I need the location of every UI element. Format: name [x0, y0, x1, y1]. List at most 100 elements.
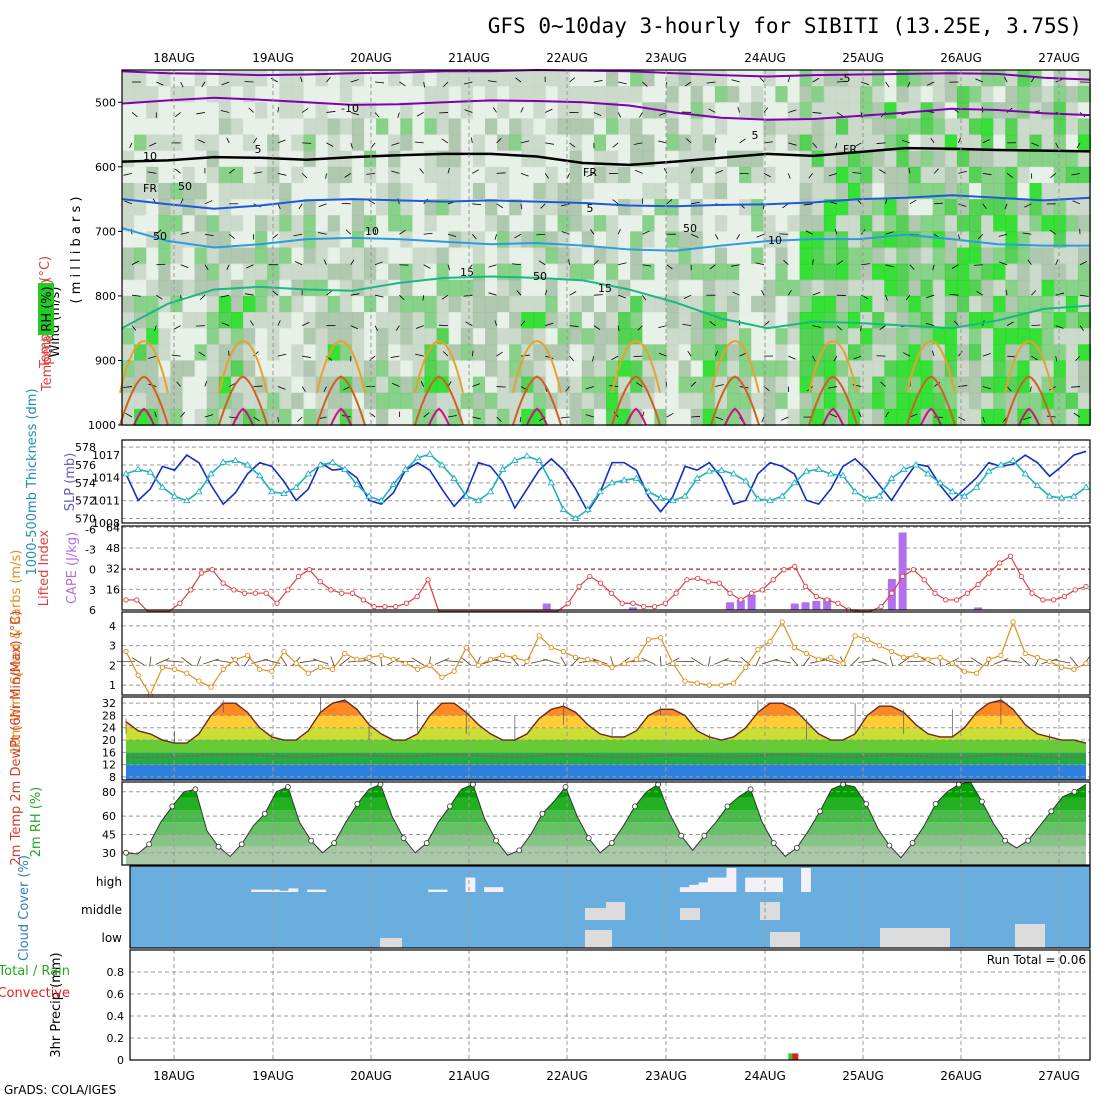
rh-cell [521, 70, 535, 88]
precip-total-bar [788, 1053, 795, 1060]
rh-cell [884, 263, 898, 281]
precip-tick: 0.6 [107, 988, 125, 1001]
rh-cell [775, 182, 789, 201]
rh-cell [1029, 312, 1043, 330]
rh-cell [388, 199, 402, 217]
rh-cell [1005, 231, 1019, 249]
rh-cell [521, 312, 535, 330]
rh-cell [122, 134, 136, 152]
rh-cell [763, 215, 777, 233]
rh-cell [751, 118, 765, 136]
wind-point [475, 662, 482, 669]
wind-barb [123, 386, 133, 388]
rh-cell [969, 392, 983, 410]
rh-cell [969, 86, 983, 104]
bottom-date-label: 23AUG [645, 1069, 687, 1083]
rh-cell [351, 263, 365, 281]
li-point [597, 580, 604, 586]
wind-barb [180, 264, 189, 268]
cloud-high-bar [465, 877, 476, 892]
rh-cell [521, 328, 535, 346]
rh-cell [206, 360, 220, 378]
rh-cell [1017, 295, 1031, 314]
rh-cell [944, 344, 958, 362]
wind-barb [1079, 294, 1089, 297]
rh-cell [497, 376, 511, 394]
rh-cell [1029, 134, 1043, 152]
rh-cell [351, 312, 365, 330]
rh-cell [194, 102, 208, 120]
rh-cell [291, 199, 305, 217]
wind-barb [350, 259, 355, 265]
rh-cell [884, 70, 898, 88]
thickness-point [353, 480, 361, 488]
rh-cell [400, 408, 414, 426]
cloud-high-bar [726, 868, 737, 892]
wind-barb [1031, 290, 1037, 296]
rh-cell [932, 247, 946, 265]
rh-cell [727, 360, 741, 378]
rh-cell [630, 247, 644, 265]
wind-barb [860, 325, 862, 332]
wind-point [220, 666, 226, 672]
rh-cell [400, 102, 414, 120]
rh-cell [327, 102, 341, 120]
precip-tick: 0.4 [107, 1010, 125, 1023]
rh-cell [194, 295, 208, 314]
rh-cell [364, 215, 378, 233]
wind-barb [926, 81, 935, 86]
rh-cell [702, 344, 716, 362]
wind-barb [272, 290, 279, 296]
contour-label: 50 [178, 180, 192, 193]
rh-cell [194, 70, 208, 88]
rh-cell [509, 102, 523, 120]
li-point [349, 590, 356, 596]
rh-cell [303, 328, 317, 346]
wind-barb [253, 171, 263, 174]
li-point [738, 597, 744, 603]
rh-cell [920, 199, 934, 217]
rh-cell [751, 263, 765, 281]
rh-cell [835, 182, 849, 201]
rh-cell [134, 86, 148, 104]
rh-cell [460, 118, 474, 136]
cloud-low-bar [1015, 924, 1045, 948]
bottom-date-label: 22AUG [546, 1069, 588, 1083]
rh-cell [932, 344, 946, 362]
wind-point [244, 652, 251, 659]
thickness-point [474, 496, 483, 504]
rh-cell [424, 279, 438, 297]
wind-barb [439, 112, 449, 114]
rh-cell [678, 344, 692, 362]
isotherm-20 [119, 340, 169, 393]
wind-point [329, 666, 336, 672]
wind-barb [982, 416, 986, 423]
rh-cell [158, 70, 172, 88]
rh-cell [194, 312, 208, 330]
cape-bar [747, 594, 756, 610]
rh-cell [872, 360, 886, 378]
thickness-point [620, 476, 629, 483]
rh-cell [848, 86, 862, 104]
rh-cell [593, 312, 607, 330]
rh-cell [182, 408, 196, 426]
temp-tick: 20 [102, 734, 116, 747]
rh-cell [823, 312, 837, 330]
rh-cell [714, 215, 728, 233]
li-point [641, 603, 647, 610]
rh-cell [618, 312, 632, 330]
contour-label: 15 [598, 282, 612, 295]
rh-cell [993, 344, 1007, 362]
wind-barb [958, 234, 960, 240]
rh-cell [485, 199, 499, 217]
wind-point [585, 656, 591, 663]
rh-cell [581, 263, 595, 281]
legend-convective: Convective [0, 986, 70, 1001]
rh-cell [799, 392, 813, 410]
rh-cell [206, 344, 220, 362]
precip-tick: 0.8 [107, 966, 125, 979]
thickness-point [571, 514, 580, 521]
wind-point [791, 644, 798, 651]
rh-cell [678, 86, 692, 104]
isotherm-20 [906, 340, 956, 393]
